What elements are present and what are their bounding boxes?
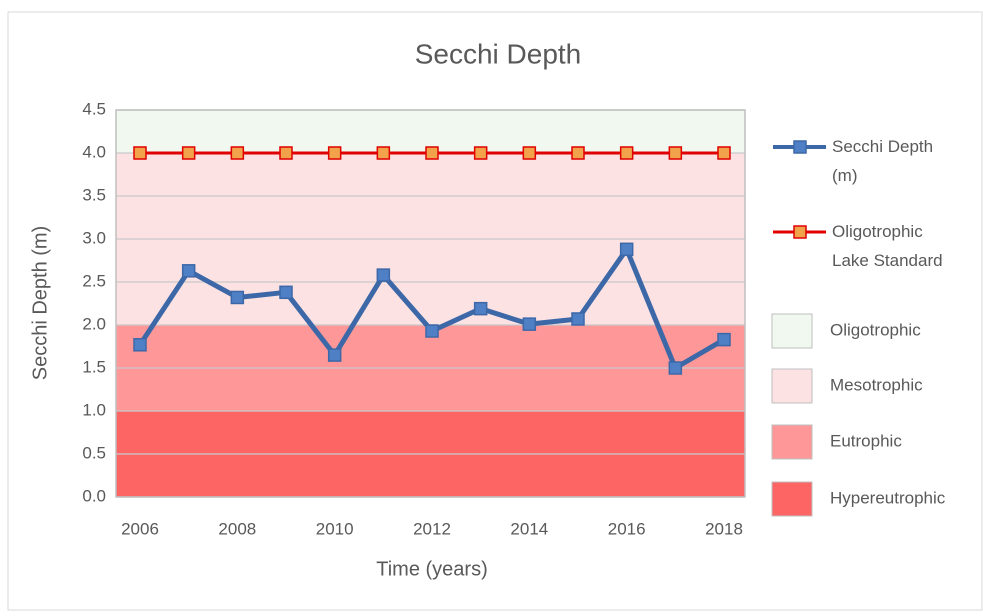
data-marker bbox=[279, 285, 293, 300]
data-marker bbox=[717, 146, 731, 160]
data-marker bbox=[425, 146, 439, 160]
data-marker bbox=[230, 290, 245, 305]
y-tick-label: 4.0 bbox=[82, 142, 106, 161]
data-marker bbox=[133, 146, 147, 160]
y-tick-label: 0.5 bbox=[82, 443, 106, 462]
data-marker bbox=[619, 242, 634, 257]
data-marker bbox=[619, 146, 634, 160]
legend-swatch bbox=[771, 313, 813, 349]
data-marker bbox=[668, 146, 683, 160]
data-marker bbox=[376, 146, 391, 160]
data-marker bbox=[571, 146, 585, 160]
legend-label: Eutrophic bbox=[830, 431, 902, 450]
data-marker bbox=[230, 146, 245, 160]
y-tick-label: 0.0 bbox=[82, 486, 106, 505]
data-marker bbox=[279, 146, 293, 160]
y-tick-label: 2.5 bbox=[82, 271, 106, 290]
data-marker bbox=[327, 348, 342, 362]
data-marker bbox=[571, 312, 585, 326]
chart-title: Secchi Depth bbox=[415, 38, 582, 69]
y-tick-label: 4.5 bbox=[82, 99, 106, 118]
legend-swatch bbox=[771, 481, 813, 517]
data-marker bbox=[717, 332, 731, 347]
y-axis-title: Secchi Depth (m) bbox=[29, 226, 51, 381]
x-axis-title: Time (years) bbox=[376, 558, 487, 580]
zone-band bbox=[116, 110, 745, 153]
legend-label: Hypereutrophic bbox=[830, 488, 946, 507]
y-tick-label: 2.0 bbox=[82, 314, 106, 333]
data-marker bbox=[181, 264, 196, 278]
data-marker bbox=[522, 146, 537, 160]
legend-label: Oligotrophic bbox=[830, 320, 921, 339]
y-tick-label: 3.5 bbox=[82, 185, 106, 204]
x-tick-label: 2016 bbox=[608, 519, 646, 538]
legend-label: Secchi Depth (m) bbox=[832, 137, 934, 185]
data-marker bbox=[181, 146, 196, 160]
data-marker bbox=[668, 361, 683, 375]
data-marker bbox=[376, 268, 391, 282]
plot-border bbox=[115, 109, 746, 498]
legend-marker bbox=[793, 140, 807, 154]
legend-swatch bbox=[771, 424, 813, 460]
x-tick-label: 2006 bbox=[121, 519, 159, 538]
x-tick-label: 2010 bbox=[316, 519, 354, 538]
x-tick-label: 2018 bbox=[705, 519, 743, 538]
data-marker bbox=[327, 146, 342, 160]
y-tick-label: 3.0 bbox=[82, 228, 106, 247]
data-marker bbox=[473, 301, 488, 316]
legend-swatch bbox=[771, 368, 813, 404]
data-marker bbox=[522, 317, 537, 331]
y-tick-label: 1.5 bbox=[82, 357, 106, 376]
data-marker bbox=[473, 146, 488, 160]
legend-label-box: Oligotrophic Lake Standard bbox=[832, 222, 943, 270]
y-tick-label: 1.0 bbox=[82, 400, 106, 419]
legend-label-box: Secchi Depth (m) bbox=[832, 137, 934, 185]
x-tick-label: 2008 bbox=[218, 519, 256, 538]
legend-marker bbox=[793, 225, 807, 239]
data-marker bbox=[425, 324, 439, 338]
legend-label: Oligotrophic Lake Standard bbox=[832, 222, 943, 270]
data-marker bbox=[133, 338, 147, 352]
x-tick-label: 2012 bbox=[413, 519, 451, 538]
x-tick-label: 2014 bbox=[510, 519, 548, 538]
legend-label: Mesotrophic bbox=[830, 375, 923, 394]
